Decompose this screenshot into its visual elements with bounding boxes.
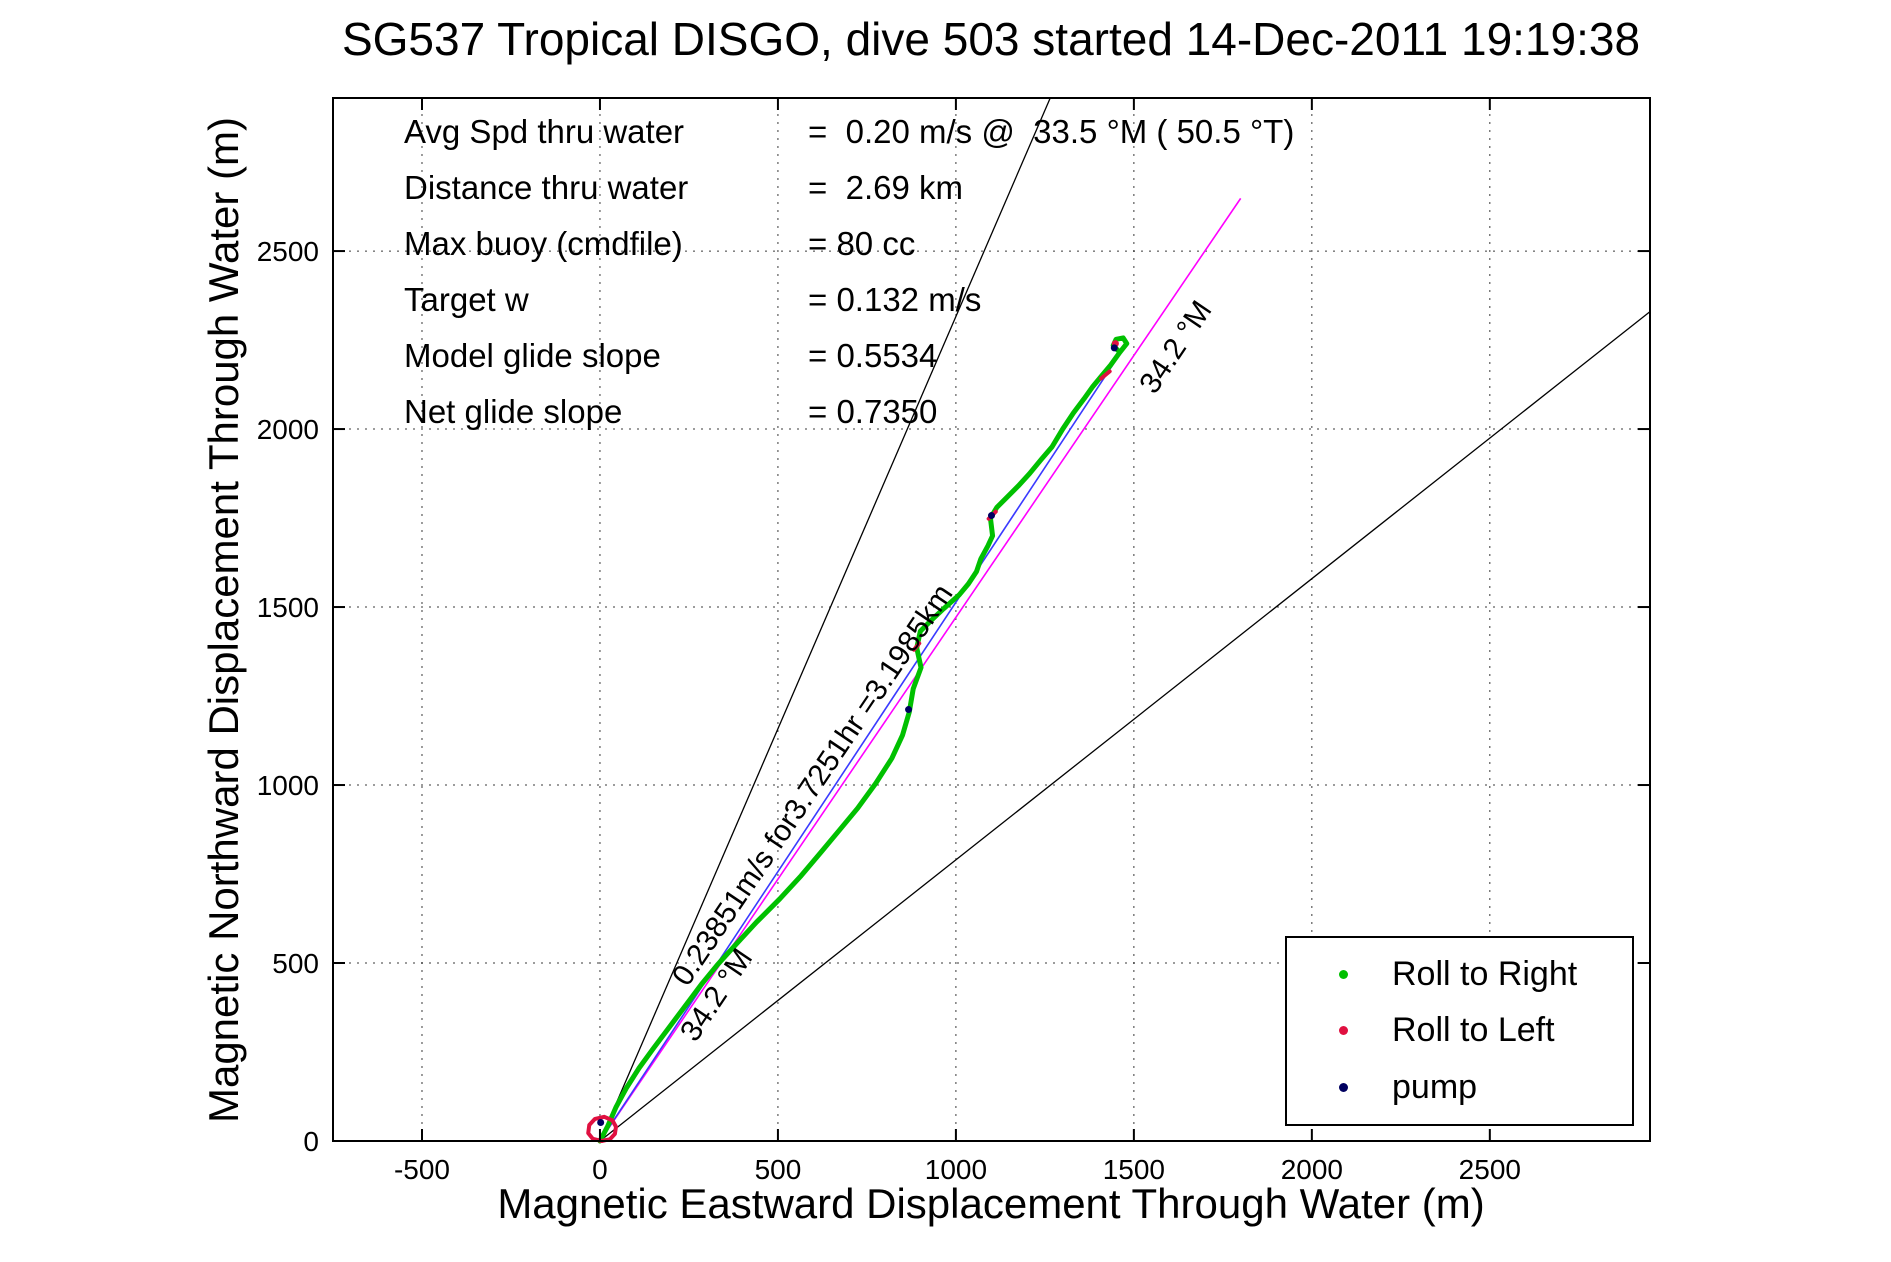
series-path-roll-to-right bbox=[597, 335, 1130, 1144]
legend-label: Roll to Left bbox=[1392, 1011, 1555, 1050]
displacement-line-blue bbox=[599, 342, 1129, 1142]
legend-label: pump bbox=[1392, 1068, 1478, 1107]
legend-label: Roll to Right bbox=[1392, 954, 1578, 993]
x-tick-label: 2000 bbox=[1281, 1154, 1343, 1185]
y-tick-label: 2500 bbox=[257, 236, 319, 267]
y-tick-label: 1000 bbox=[257, 770, 319, 801]
x-tick-label: -500 bbox=[394, 1154, 450, 1185]
series-path-roll-to-left bbox=[1099, 369, 1112, 381]
stat-value: = 0.20 m/s @ 33.5 °M ( 50.5 °T) bbox=[808, 113, 1295, 150]
stat-value: = 0.7350 bbox=[808, 393, 938, 430]
roll-to-left-marker-icon bbox=[1339, 1026, 1348, 1036]
pump-marker-icon bbox=[1339, 1083, 1348, 1093]
x-axis-label: Magnetic Eastward Displacement Through W… bbox=[497, 1180, 1485, 1227]
stat-row-model-glide-slope: Model glide slope = 0.5534 bbox=[404, 328, 1294, 384]
stat-row-avg-speed: Avg Spd thru water = 0.20 m/s @ 33.5 °M … bbox=[404, 104, 1294, 160]
stat-row-max-buoy: Max buoy (cmdfile) = 80 cc bbox=[404, 216, 1294, 272]
stat-label: Target w bbox=[404, 281, 529, 318]
series-point-pump bbox=[988, 512, 995, 520]
x-tick-label: 500 bbox=[755, 1154, 802, 1185]
fan-line-upper bbox=[599, 97, 1051, 1142]
stat-row-target-w: Target w = 0.132 m/s bbox=[404, 272, 1294, 328]
x-tick-label: 1500 bbox=[1103, 1154, 1165, 1185]
stat-label: Model glide slope bbox=[404, 337, 661, 374]
stat-value: = 0.132 m/s bbox=[808, 281, 982, 318]
y-tick-label: 1500 bbox=[257, 592, 319, 623]
stat-label: Distance thru water bbox=[404, 169, 689, 206]
stat-value: = 2.69 km bbox=[808, 169, 963, 206]
stat-row-distance: Distance thru water = 2.69 km bbox=[404, 160, 1294, 216]
stat-label: Max buoy (cmdfile) bbox=[404, 225, 683, 262]
y-tick-label: 0 bbox=[303, 1126, 319, 1157]
stat-label: Net glide slope bbox=[404, 393, 623, 430]
x-tick-label: 1000 bbox=[925, 1154, 987, 1185]
legend-item-roll-to-left: Roll to Left bbox=[1287, 1011, 1632, 1050]
stat-row-net-glide-slope: Net glide slope = 0.7350 bbox=[404, 384, 1294, 440]
y-tick-label: 2000 bbox=[257, 414, 319, 445]
series-point-pump bbox=[905, 706, 913, 714]
fan-line-lower bbox=[599, 311, 1651, 1142]
axes-box bbox=[332, 97, 1651, 1142]
stat-value: = 0.5534 bbox=[808, 337, 938, 374]
stats-block: Avg Spd thru water = 0.20 m/s @ 33.5 °M … bbox=[404, 104, 1294, 440]
stat-label: Avg Spd thru water bbox=[404, 113, 685, 150]
y-tick-label: 500 bbox=[272, 948, 319, 979]
x-tick-label: 0 bbox=[592, 1154, 608, 1185]
series-path-roll-to-left bbox=[911, 641, 922, 652]
legend-item-roll-to-right: Roll to Right bbox=[1287, 955, 1632, 994]
x-tick-label: 2500 bbox=[1459, 1154, 1521, 1185]
legend: Roll to Right Roll to Left pump bbox=[1285, 936, 1634, 1126]
series-point-pump bbox=[1110, 344, 1118, 352]
legend-item-pump: pump bbox=[1287, 1068, 1632, 1107]
roll-to-right-marker-icon bbox=[1339, 969, 1348, 979]
stat-value: = 80 cc bbox=[808, 225, 916, 262]
series-point-pump bbox=[597, 1118, 605, 1126]
y-axis-label: Magnetic Northward Displacement Through … bbox=[200, 116, 247, 1124]
chart-title: SG537 Tropical DISGO, dive 503 started 1… bbox=[341, 13, 1641, 65]
series-path-roll-to-left bbox=[586, 1114, 618, 1143]
